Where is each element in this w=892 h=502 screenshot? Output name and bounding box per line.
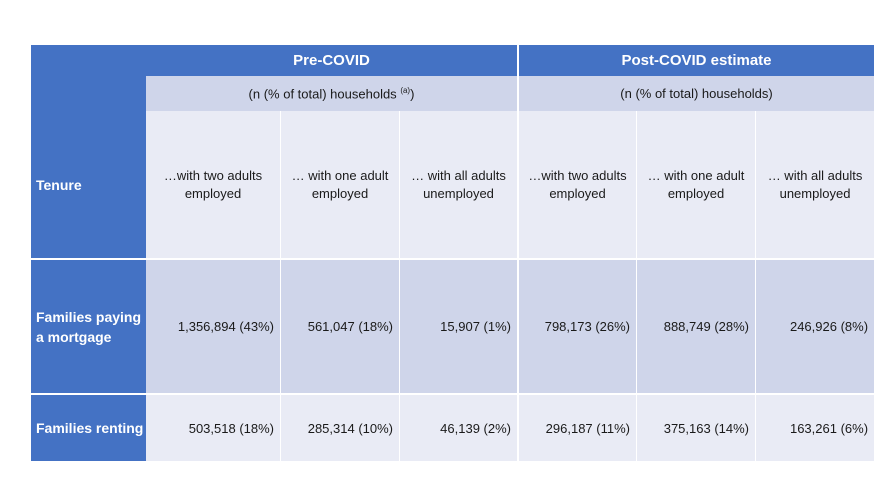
subtitle-text: (n (% of total) households [248,86,397,102]
row-header-tenure: Tenure [31,111,146,258]
table-cell: 503,518 (18%) [146,393,280,461]
header-corner-cell [31,45,146,111]
table-cell: 798,173 (26%) [517,258,636,393]
table-cell: 296,187 (11%) [517,393,636,461]
row-label-renting: Families renting [31,393,146,461]
group-title-post-covid: Post-COVID estimate [517,45,875,76]
group-subtitle-post-covid: (n (% of total) households) [517,76,875,111]
column-header: … with all adults unemployed [399,111,517,258]
table-row-mortgage: Families paying a mortgage 1,356,894 (43… [31,258,875,393]
group-title-pre-covid: Pre-COVID [146,45,517,76]
footnote-marker: (a) [400,85,411,95]
subtitle-close: ) [410,86,415,102]
table-cell: 1,356,894 (43%) [146,258,280,393]
column-header: … with all adults unemployed [755,111,875,258]
column-header: …with two adults employed [146,111,280,258]
row-label-mortgage: Families paying a mortgage [31,258,146,393]
table-cell: 375,163 (14%) [636,393,755,461]
table-cell: 561,047 (18%) [280,258,399,393]
column-header: …with two adults employed [517,111,636,258]
column-header: … with one adult employed [636,111,755,258]
table-cell: 163,261 (6%) [755,393,875,461]
group-subtitle-pre-covid: (n (% of total) households (a)) [146,76,517,111]
column-header: … with one adult employed [280,111,399,258]
table-cell: 15,907 (1%) [399,258,517,393]
table-row-renting: Families renting 503,518 (18%) 285,314 (… [31,393,875,461]
table-cell: 285,314 (10%) [280,393,399,461]
households-tenure-table: Pre-COVID Post-COVID estimate (n (% of t… [31,45,875,461]
table-cell: 46,139 (2%) [399,393,517,461]
table-cell: 246,926 (8%) [755,258,875,393]
table-cell: 888,749 (28%) [636,258,755,393]
